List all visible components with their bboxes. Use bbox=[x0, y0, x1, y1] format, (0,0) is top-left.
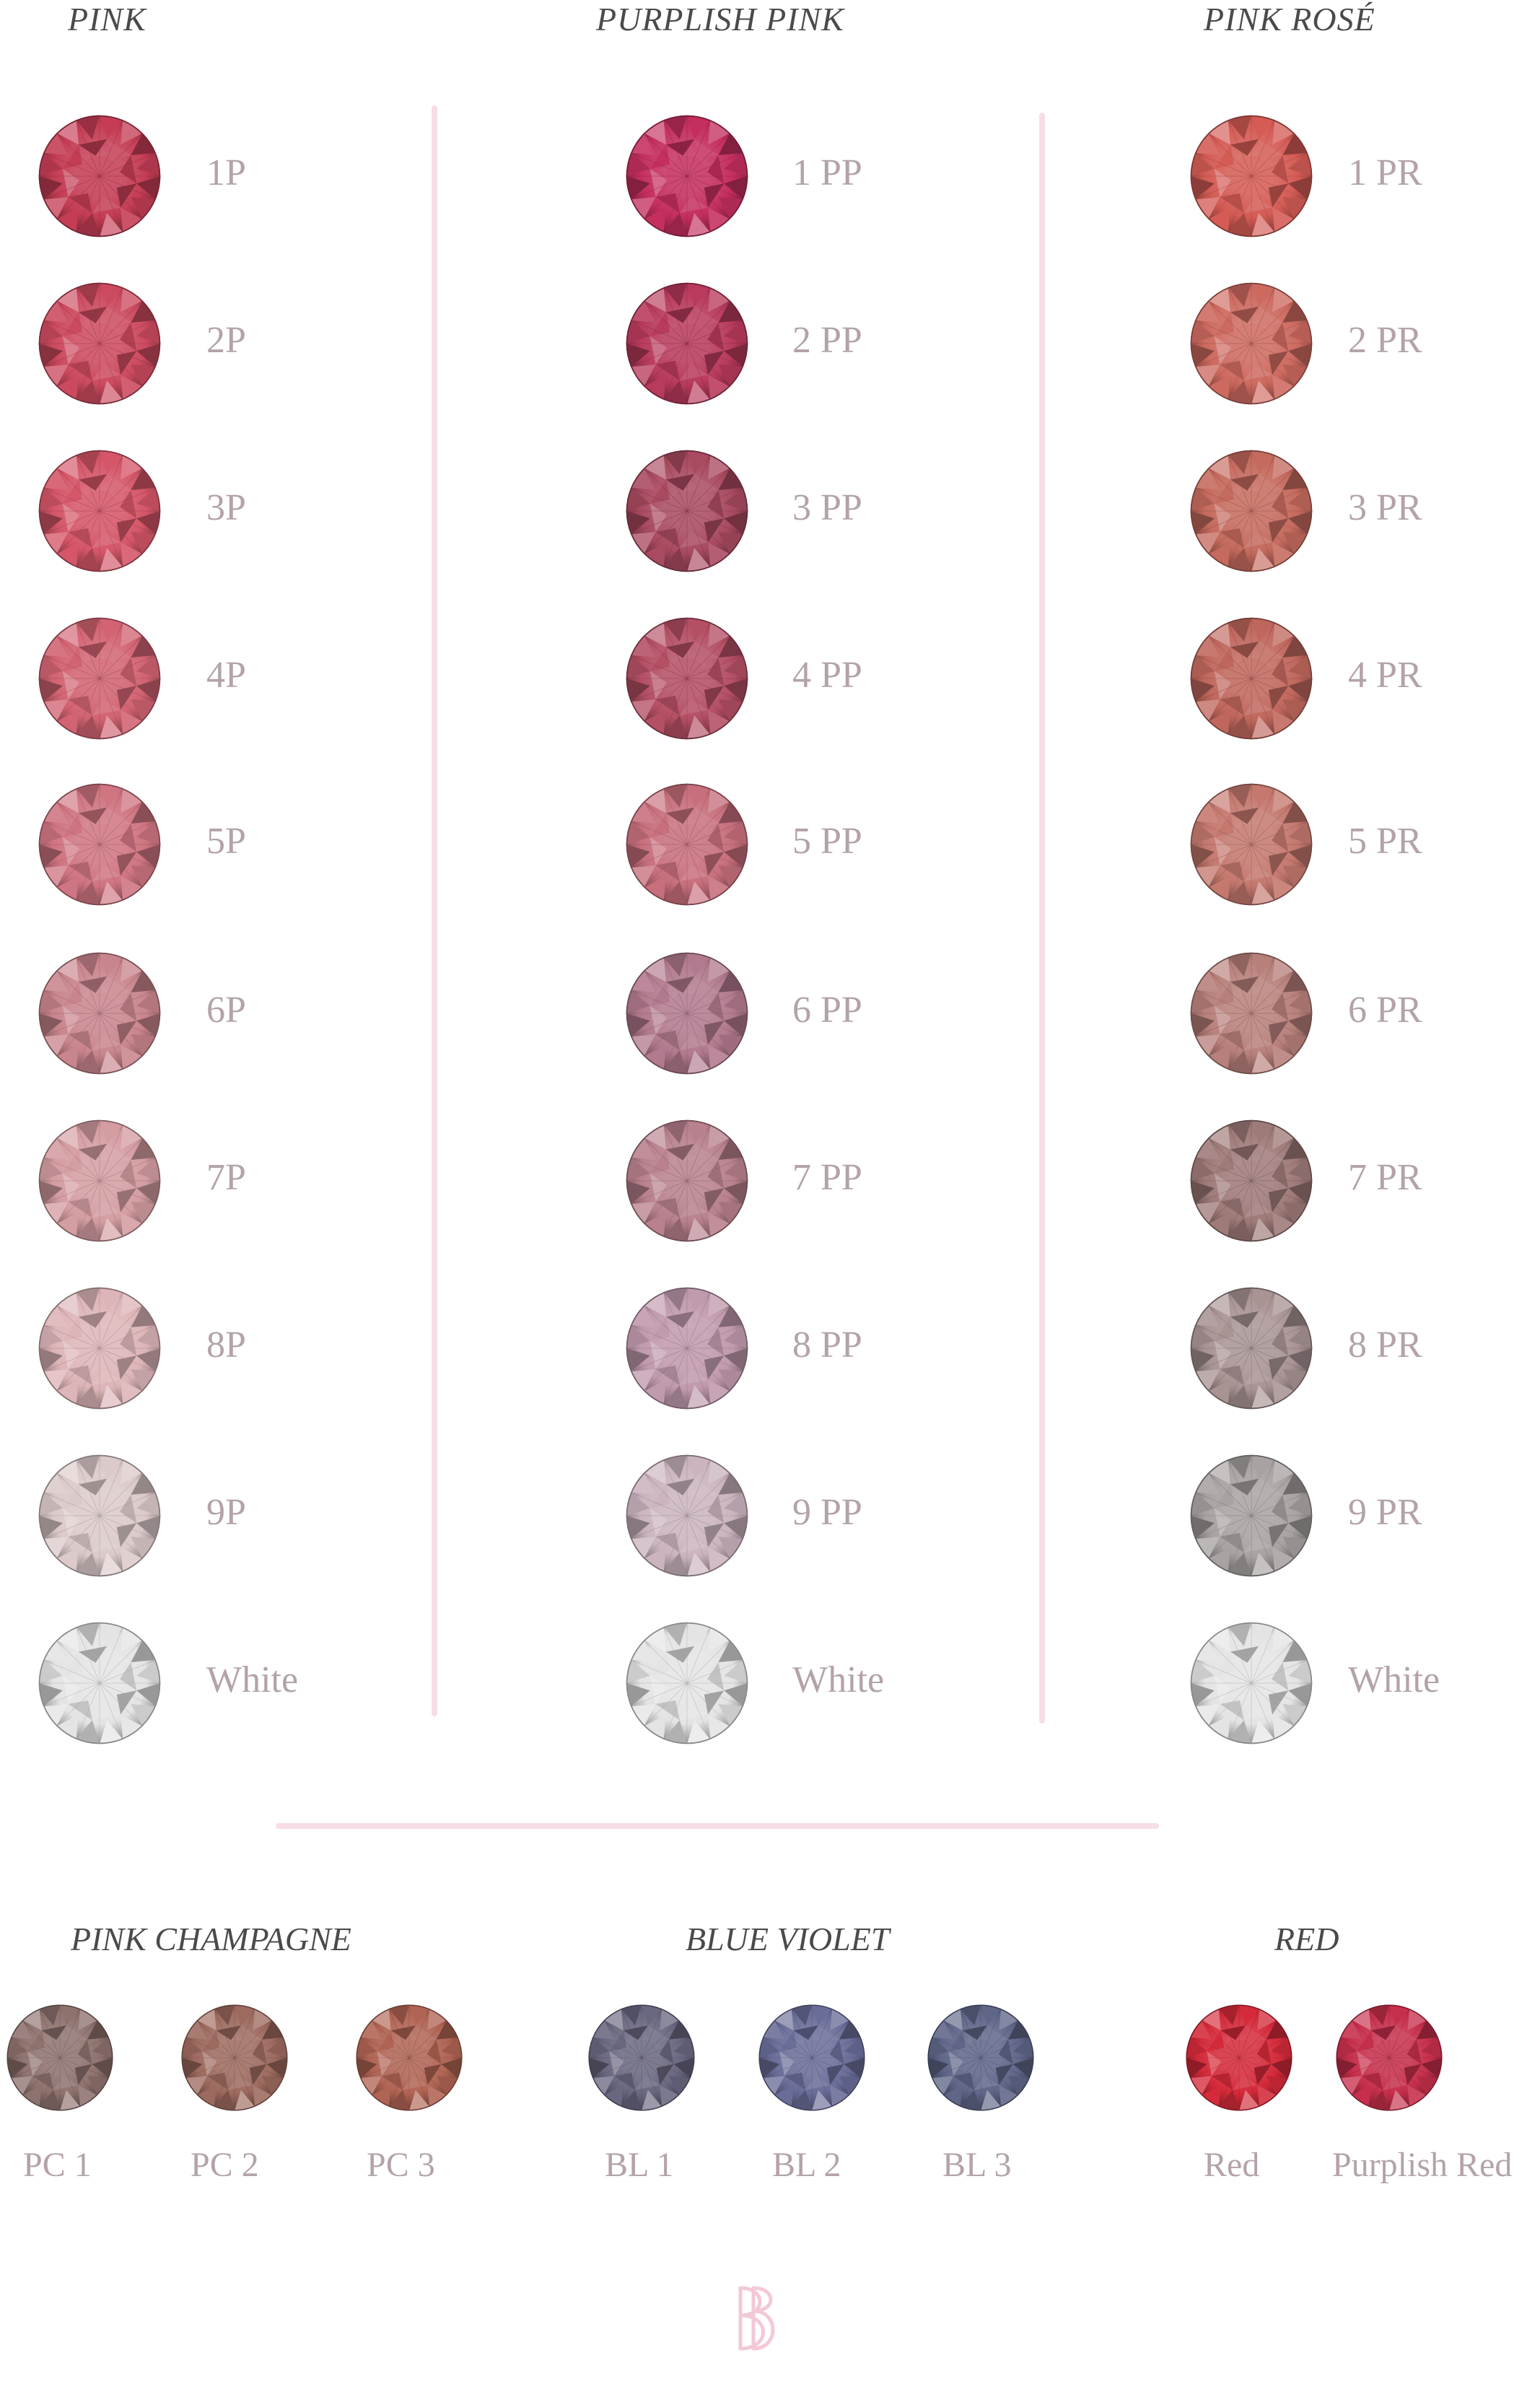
grade-label: 9P bbox=[206, 1492, 246, 1533]
grade-label: 7 PR bbox=[1348, 1157, 1422, 1198]
grade-label: 7P bbox=[206, 1157, 246, 1198]
gem-swatch bbox=[1189, 114, 1313, 238]
swatch-label: BL 2 bbox=[772, 2146, 841, 2184]
gem-swatch bbox=[625, 1119, 749, 1243]
gem-swatch bbox=[927, 2004, 1035, 2112]
gem-swatch bbox=[1189, 281, 1313, 406]
gem-swatch bbox=[38, 449, 162, 573]
gem-swatch bbox=[1189, 951, 1313, 1075]
gem-swatch bbox=[758, 2004, 866, 2112]
gem-swatch bbox=[38, 114, 162, 238]
gem-swatch bbox=[38, 1119, 162, 1243]
gem-swatch bbox=[1189, 616, 1313, 741]
column-divider bbox=[1039, 113, 1045, 1724]
gem-swatch bbox=[625, 449, 749, 573]
swatch-label: PC 1 bbox=[23, 2146, 92, 2184]
gem-swatch bbox=[38, 616, 162, 741]
gem-swatch bbox=[1189, 1286, 1313, 1410]
gem-swatch bbox=[38, 1286, 162, 1410]
section-title-red: RED bbox=[1274, 1921, 1339, 1957]
gem-swatch bbox=[1185, 2004, 1293, 2112]
grade-label: 6P bbox=[206, 990, 246, 1031]
grade-label: 9 PR bbox=[1348, 1492, 1422, 1533]
gem-swatch bbox=[1335, 2004, 1443, 2112]
grade-label: White bbox=[1348, 1659, 1440, 1700]
gem-swatch bbox=[180, 2004, 289, 2112]
gem-swatch bbox=[625, 616, 749, 741]
column-title-purplish-pink: PURPLISH PINK bbox=[596, 1, 844, 38]
gem-swatch bbox=[38, 782, 162, 907]
gem-swatch bbox=[38, 1621, 162, 1745]
grade-label: 1P bbox=[206, 152, 246, 193]
grade-label: 6 PR bbox=[1348, 990, 1422, 1031]
swatch-label: Red bbox=[1204, 2146, 1260, 2184]
grade-label: 1 PP bbox=[792, 152, 862, 193]
grade-label: 5 PP bbox=[792, 821, 862, 862]
grade-label: 4 PP bbox=[792, 655, 862, 696]
swatch-label: Purplish Red bbox=[1332, 2146, 1513, 2184]
grade-label: White bbox=[792, 1659, 885, 1700]
gem-swatch bbox=[587, 2004, 696, 2112]
grade-label: 4P bbox=[206, 655, 246, 696]
section-title-blue-violet: BLUE VIOLET bbox=[686, 1921, 890, 1957]
gem-swatch bbox=[1189, 1454, 1313, 1578]
swatch-label: PC 3 bbox=[367, 2146, 435, 2184]
grade-label: 3 PR bbox=[1348, 487, 1422, 528]
grade-label: 2P bbox=[206, 320, 246, 361]
grade-label: 1 PR bbox=[1348, 152, 1422, 193]
gem-swatch bbox=[1189, 782, 1313, 907]
gem-swatch bbox=[6, 2004, 114, 2112]
grade-label: 8 PP bbox=[792, 1324, 862, 1366]
column-title-pink-rose: PINK ROSÉ bbox=[1204, 1, 1375, 38]
gem-swatch bbox=[38, 281, 162, 406]
swatch-label: BL 1 bbox=[605, 2146, 674, 2184]
grade-label: 8P bbox=[206, 1324, 246, 1366]
brand-monogram-logo bbox=[738, 2286, 775, 2351]
swatch-label: BL 3 bbox=[942, 2146, 1012, 2184]
gem-swatch bbox=[1189, 449, 1313, 573]
grade-label: 8 PR bbox=[1348, 1324, 1422, 1366]
section-title-pink-champagne: PINK CHAMPAGNE bbox=[71, 1921, 351, 1957]
gem-swatch bbox=[355, 2004, 463, 2112]
gem-swatch bbox=[625, 782, 749, 907]
grade-label: 2 PP bbox=[792, 320, 862, 361]
grade-label: 2 PR bbox=[1348, 320, 1422, 361]
column-title-pink: PINK bbox=[68, 1, 146, 38]
gem-swatch bbox=[625, 951, 749, 1075]
gem-swatch bbox=[1189, 1119, 1313, 1243]
grade-label: 6 PP bbox=[792, 990, 862, 1031]
gem-swatch bbox=[625, 1286, 749, 1410]
gem-swatch bbox=[1189, 1621, 1313, 1745]
grade-label: 4 PR bbox=[1348, 655, 1422, 696]
gem-swatch bbox=[625, 114, 749, 238]
grade-label: 3 PP bbox=[792, 487, 862, 528]
gem-swatch bbox=[38, 1454, 162, 1578]
gem-swatch bbox=[625, 281, 749, 406]
grade-label: White bbox=[206, 1659, 299, 1700]
section-divider bbox=[276, 1823, 1159, 1829]
grade-label: 5 PR bbox=[1348, 821, 1422, 862]
gem-swatch bbox=[38, 951, 162, 1075]
grade-label: 5P bbox=[206, 821, 246, 862]
swatch-label: PC 2 bbox=[191, 2146, 259, 2184]
column-divider bbox=[432, 105, 437, 1716]
grade-label: 7 PP bbox=[792, 1157, 862, 1198]
grade-label: 9 PP bbox=[792, 1492, 862, 1533]
gem-swatch bbox=[625, 1454, 749, 1578]
grade-label: 3P bbox=[206, 487, 246, 528]
gem-swatch bbox=[625, 1621, 749, 1745]
